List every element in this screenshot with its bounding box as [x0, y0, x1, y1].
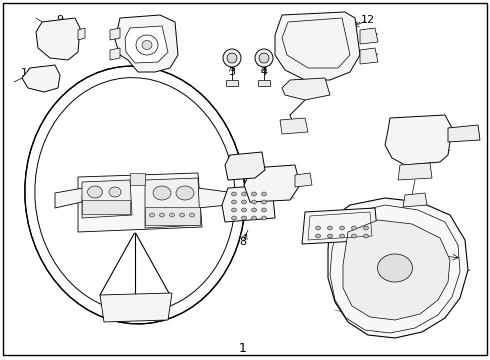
Polygon shape	[225, 152, 265, 180]
Ellipse shape	[160, 213, 165, 217]
Ellipse shape	[377, 254, 413, 282]
Ellipse shape	[351, 234, 357, 238]
Text: 8: 8	[240, 237, 246, 247]
Ellipse shape	[149, 213, 154, 217]
Text: 9: 9	[56, 15, 64, 25]
Text: 5: 5	[292, 177, 298, 187]
Ellipse shape	[142, 40, 152, 49]
Text: 10: 10	[21, 68, 35, 78]
Ellipse shape	[176, 186, 194, 200]
Bar	[145, 207, 200, 225]
Ellipse shape	[262, 216, 267, 220]
Polygon shape	[244, 165, 300, 202]
Ellipse shape	[231, 208, 237, 212]
Ellipse shape	[327, 226, 333, 230]
Polygon shape	[385, 115, 452, 165]
Ellipse shape	[227, 53, 237, 63]
Ellipse shape	[351, 226, 357, 230]
Text: 2: 2	[151, 15, 159, 25]
Polygon shape	[280, 118, 308, 134]
Ellipse shape	[25, 66, 245, 324]
Ellipse shape	[179, 213, 185, 217]
Ellipse shape	[251, 216, 256, 220]
Polygon shape	[328, 198, 468, 338]
Ellipse shape	[251, 192, 256, 196]
Ellipse shape	[259, 53, 269, 63]
Polygon shape	[275, 12, 360, 80]
Ellipse shape	[109, 187, 121, 197]
Ellipse shape	[242, 208, 246, 212]
Text: 13: 13	[413, 157, 427, 167]
Ellipse shape	[170, 213, 174, 217]
Polygon shape	[222, 185, 275, 222]
Polygon shape	[110, 28, 120, 40]
Polygon shape	[110, 48, 120, 60]
Ellipse shape	[327, 234, 333, 238]
Polygon shape	[398, 163, 432, 180]
Polygon shape	[403, 193, 427, 207]
Polygon shape	[82, 180, 132, 218]
Text: 4: 4	[261, 67, 268, 77]
Polygon shape	[448, 125, 480, 142]
Polygon shape	[145, 178, 200, 228]
Polygon shape	[302, 208, 378, 244]
Ellipse shape	[231, 192, 237, 196]
Ellipse shape	[242, 192, 246, 196]
Ellipse shape	[242, 200, 246, 204]
Polygon shape	[78, 28, 85, 40]
Polygon shape	[115, 15, 178, 72]
Ellipse shape	[251, 208, 256, 212]
Ellipse shape	[231, 216, 237, 220]
Polygon shape	[36, 18, 80, 60]
Polygon shape	[22, 65, 60, 92]
Ellipse shape	[262, 200, 267, 204]
Ellipse shape	[190, 213, 195, 217]
Polygon shape	[55, 188, 83, 208]
Ellipse shape	[316, 226, 320, 230]
Bar	[82, 200, 130, 214]
Bar	[258, 80, 270, 86]
Text: 11: 11	[425, 250, 439, 260]
Polygon shape	[78, 173, 202, 232]
Text: 7: 7	[232, 155, 240, 165]
Ellipse shape	[262, 192, 267, 196]
Ellipse shape	[364, 234, 368, 238]
Polygon shape	[343, 220, 450, 320]
Polygon shape	[125, 26, 168, 63]
Polygon shape	[100, 293, 172, 322]
Polygon shape	[198, 188, 228, 208]
Text: 6: 6	[346, 212, 353, 222]
Ellipse shape	[251, 200, 256, 204]
Text: 3: 3	[228, 67, 236, 77]
Ellipse shape	[262, 208, 267, 212]
Polygon shape	[75, 170, 205, 235]
Polygon shape	[282, 78, 330, 100]
Text: 1: 1	[239, 342, 247, 356]
Ellipse shape	[242, 216, 246, 220]
Bar	[226, 80, 238, 86]
Polygon shape	[360, 28, 378, 44]
Ellipse shape	[364, 226, 368, 230]
Polygon shape	[360, 48, 378, 64]
Ellipse shape	[316, 234, 320, 238]
Ellipse shape	[340, 226, 344, 230]
Ellipse shape	[340, 234, 344, 238]
Ellipse shape	[231, 200, 237, 204]
Ellipse shape	[223, 49, 241, 67]
Polygon shape	[295, 173, 312, 187]
Ellipse shape	[153, 186, 171, 200]
Bar	[130, 173, 145, 185]
Ellipse shape	[255, 49, 273, 67]
Ellipse shape	[88, 186, 102, 198]
Text: 12: 12	[361, 15, 375, 25]
